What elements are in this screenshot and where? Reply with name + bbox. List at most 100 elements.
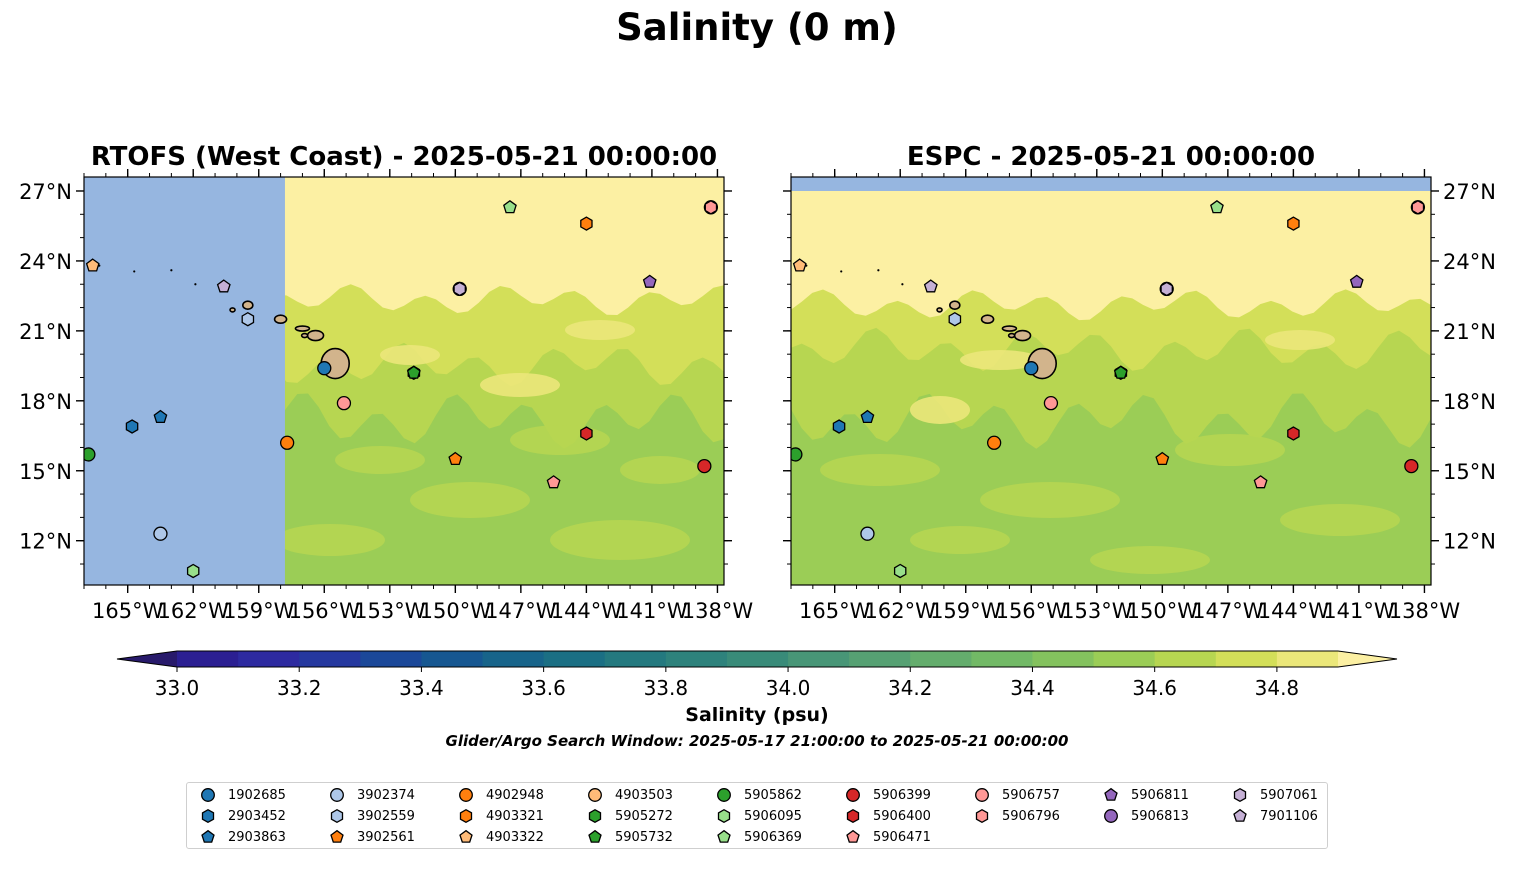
legend-label: 2903863 — [228, 829, 286, 845]
x-tick-label: 138°W — [1389, 599, 1461, 623]
float-5905862 — [84, 447, 96, 462]
hexagon-marker-icon — [588, 808, 602, 824]
salinity-eddy — [960, 350, 1040, 370]
legend-label: 5905272 — [615, 808, 673, 824]
islet — [170, 269, 173, 272]
pentagon-marker-icon — [1104, 787, 1118, 801]
legend-item-7901106: 7901106 — [1231, 806, 1318, 826]
pentagon-marker-icon — [588, 829, 602, 843]
y-tick-label: 27°N — [19, 180, 72, 204]
legend-item-5905272: 5905272 — [586, 806, 673, 826]
float-3902561 — [1155, 451, 1170, 466]
hexagon-marker-icon — [459, 808, 473, 824]
x-tick-label: 144°W — [1258, 599, 1330, 623]
legend-marker — [330, 808, 344, 824]
salinity-eddy — [510, 425, 610, 455]
colorbar-segment — [421, 651, 484, 667]
float-5907061 — [1160, 281, 1173, 297]
circle-marker-icon — [975, 788, 989, 802]
legend-label: 1902685 — [228, 787, 286, 803]
x-tick-label: 147°W — [485, 599, 557, 623]
float-legend: 1902685 2903452 2903863 3902374 3902559 39025… — [186, 782, 1328, 849]
float-5906811 — [642, 274, 657, 288]
legend-label: 4903321 — [486, 808, 544, 824]
colorbar-tick-label: 34.4 — [1010, 676, 1055, 700]
legend-item-5906400: 5906400 — [844, 806, 931, 826]
legend-marker — [201, 788, 215, 802]
legend-item-5906811: 5906811 — [1102, 785, 1189, 805]
circle-marker-icon — [330, 788, 344, 802]
float-3902559 — [241, 311, 255, 327]
legend-marker — [201, 829, 215, 843]
float-7901106 — [216, 279, 231, 293]
x-tick-label: 159°W — [930, 599, 1002, 623]
y-tick-label: 21°N — [19, 320, 72, 344]
maui-island — [1013, 329, 1032, 342]
colorbar-tick-label: 34.0 — [766, 676, 811, 700]
x-tick-label: 141°W — [616, 599, 688, 623]
float-2903863 — [153, 409, 168, 424]
hexagon-marker-icon — [717, 808, 731, 824]
circle-marker-icon — [201, 788, 215, 802]
legend-marker — [330, 829, 344, 843]
legend-label: 4903322 — [486, 829, 544, 845]
pentagon-marker-icon — [717, 829, 731, 843]
hexagon-marker-icon — [330, 808, 344, 824]
espc-salinity-field — [791, 177, 1431, 585]
legend-label: 3902559 — [357, 808, 415, 824]
no-data-region — [791, 177, 1431, 191]
float-3902561 — [448, 451, 463, 466]
y-tick-label: 15°N — [1443, 460, 1496, 484]
colorbar-tick-label: 33.4 — [399, 676, 444, 700]
colorbar-segment — [1215, 651, 1278, 667]
oahu-island — [273, 314, 288, 325]
y-tick-label: 24°N — [1443, 250, 1496, 274]
y-tick-label: 18°N — [1443, 390, 1496, 414]
legend-label: 5906399 — [873, 787, 931, 803]
legend-label: 3902374 — [357, 787, 415, 803]
x-tick-label: 153°W — [1061, 599, 1133, 623]
legend-item-5907061: 5907061 — [1231, 785, 1318, 805]
float-5906399 — [1404, 458, 1419, 474]
legend-marker — [201, 808, 215, 824]
float-1902685 — [317, 361, 332, 376]
colorbar-label: Salinity (psu) — [685, 704, 829, 726]
legend-label: 5906095 — [744, 808, 802, 824]
x-tick-label: 159°W — [223, 599, 295, 623]
salinity-eddy — [980, 482, 1120, 518]
legend-label: 4902948 — [486, 787, 544, 803]
x-tick-label: 150°W — [420, 599, 492, 623]
search-window-note: Glider/Argo Search Window: 2025-05-17 21… — [445, 732, 1069, 750]
legend-item-5906757: 5906757 — [973, 785, 1060, 805]
legend-label: 5906811 — [1131, 787, 1189, 803]
colorbar-segment — [1032, 651, 1095, 667]
legend-item-5905732: 5905732 — [586, 827, 673, 847]
x-tick-label: 147°W — [1192, 599, 1264, 623]
float-5906095 — [893, 563, 907, 579]
float-1902685 — [1024, 361, 1039, 376]
islet — [133, 270, 136, 273]
rtofs-panel-title: RTOFS (West Coast) - 2025-05-21 00:00:00 — [90, 142, 718, 172]
circle-marker-icon — [588, 788, 602, 802]
float-5906369 — [503, 199, 517, 214]
y-tick-label: 24°N — [19, 250, 72, 274]
float-4903322 — [792, 258, 807, 272]
maui-island — [306, 329, 325, 342]
float-5906796 — [1411, 200, 1425, 215]
legend-marker — [846, 829, 860, 843]
legend-item-5906369: 5906369 — [715, 827, 802, 847]
x-tick-label: 141°W — [1323, 599, 1395, 623]
legend-item-5905862: 5905862 — [715, 785, 802, 805]
legend-label: 7901106 — [1260, 808, 1318, 824]
x-tick-label: 156°W — [289, 599, 361, 623]
legend-item-5906095: 5906095 — [715, 806, 802, 826]
float-5906369 — [1210, 199, 1224, 214]
islet — [840, 270, 843, 273]
colorbar-segment — [360, 651, 422, 667]
kauai-island — [949, 300, 961, 311]
islet — [901, 283, 904, 286]
salinity-eddy — [380, 345, 440, 365]
x-tick-label: 156°W — [996, 599, 1068, 623]
salinity-eddy — [550, 520, 690, 560]
